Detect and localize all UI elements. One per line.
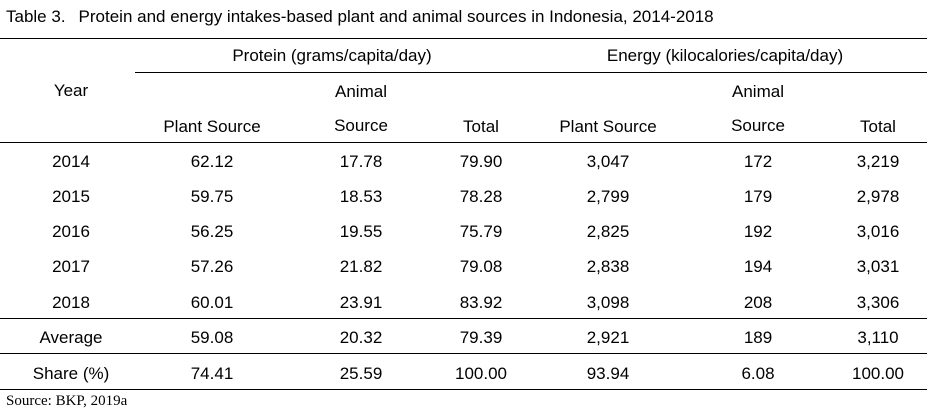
source-note: Source: BKP, 2019a: [6, 393, 128, 409]
table-cell: 79.39: [459, 328, 503, 347]
table-cell: 56.25: [190, 222, 234, 241]
table-cell: 194: [743, 257, 773, 276]
row-label: 2014: [52, 152, 90, 171]
table-cell: 60.01: [190, 293, 234, 312]
table-cell: 62.12: [190, 152, 234, 171]
bottom-rule: [0, 389, 927, 390]
header-protein-total: Total: [463, 117, 499, 136]
table-cell: 21.82: [339, 257, 383, 276]
header-energy-animal-source: Source: [731, 116, 785, 135]
top-rule: [0, 38, 927, 39]
header-bottom-rule: [0, 142, 927, 143]
table-cell: 59.08: [190, 328, 234, 347]
header-energy-total: Total: [860, 117, 896, 136]
table-cell: 74.41: [190, 364, 234, 383]
row-label: 2015: [52, 187, 90, 206]
header-protein-plant: Plant Source: [163, 117, 261, 136]
table-cell: 17.78: [339, 152, 383, 171]
table-cell: 3,098: [586, 293, 630, 312]
table-cell: 179: [743, 187, 773, 206]
table-cell: 3,110: [857, 328, 899, 347]
table-title: Table 3. Protein and energy intakes-based…: [6, 7, 714, 27]
share-top-rule: [0, 353, 927, 354]
header-energy-animal: Animal: [732, 82, 784, 101]
table-number: Table 3.: [6, 7, 66, 26]
table-cell: 93.94: [586, 364, 630, 383]
header-protein-group: Protein (grams/capita/day): [232, 46, 432, 65]
table-cell: 57.26: [190, 257, 234, 276]
header-protein-animal: Animal: [335, 82, 387, 101]
table-cell: 2,921: [586, 328, 630, 347]
table-cell: 100.00: [852, 364, 904, 383]
table-caption: Protein and energy intakes-based plant a…: [78, 7, 714, 26]
table-cell: 2,799: [586, 187, 630, 206]
average-top-rule: [0, 318, 927, 319]
row-label: Average: [39, 328, 103, 347]
table-cell: 59.75: [190, 187, 234, 206]
group-rule: [135, 72, 927, 73]
header-energy-group: Energy (kilocalories/capita/day): [606, 46, 844, 65]
table-cell: 3,219: [856, 152, 900, 171]
table-cell: 75.79: [459, 222, 503, 241]
table-cell: 2,838: [586, 257, 630, 276]
row-label: Share (%): [32, 364, 110, 383]
table-cell: 6.08: [741, 364, 775, 383]
table-cell: 2,825: [586, 222, 630, 241]
table-cell: 79.08: [459, 257, 503, 276]
row-label: 2016: [52, 222, 90, 241]
table-cell: 23.91: [339, 293, 383, 312]
table-cell: 3,016: [856, 222, 900, 241]
header-energy-plant: Plant Source: [559, 117, 657, 136]
table-cell: 83.92: [459, 293, 503, 312]
table-cell: 2,978: [856, 187, 900, 206]
table-cell: 3,306: [856, 293, 900, 312]
table-cell: 100.00: [455, 364, 507, 383]
table-cell: 3,047: [586, 152, 630, 171]
table-cell: 20.32: [339, 328, 383, 347]
table-cell: 18.53: [339, 187, 383, 206]
table-cell: 78.28: [459, 187, 503, 206]
table-cell: 19.55: [339, 222, 383, 241]
table-cell: 3,031: [856, 257, 900, 276]
table-cell: 192: [743, 222, 773, 241]
table-cell: 172: [743, 152, 773, 171]
table-cell: 208: [743, 293, 773, 312]
row-label: 2017: [52, 257, 90, 276]
row-label: 2018: [52, 293, 90, 312]
table-cell: 79.90: [459, 152, 503, 171]
table-cell: 25.59: [339, 364, 383, 383]
header-protein-animal-source: Source: [334, 116, 388, 135]
table-cell: 189: [743, 328, 773, 347]
header-year: Year: [53, 81, 89, 100]
